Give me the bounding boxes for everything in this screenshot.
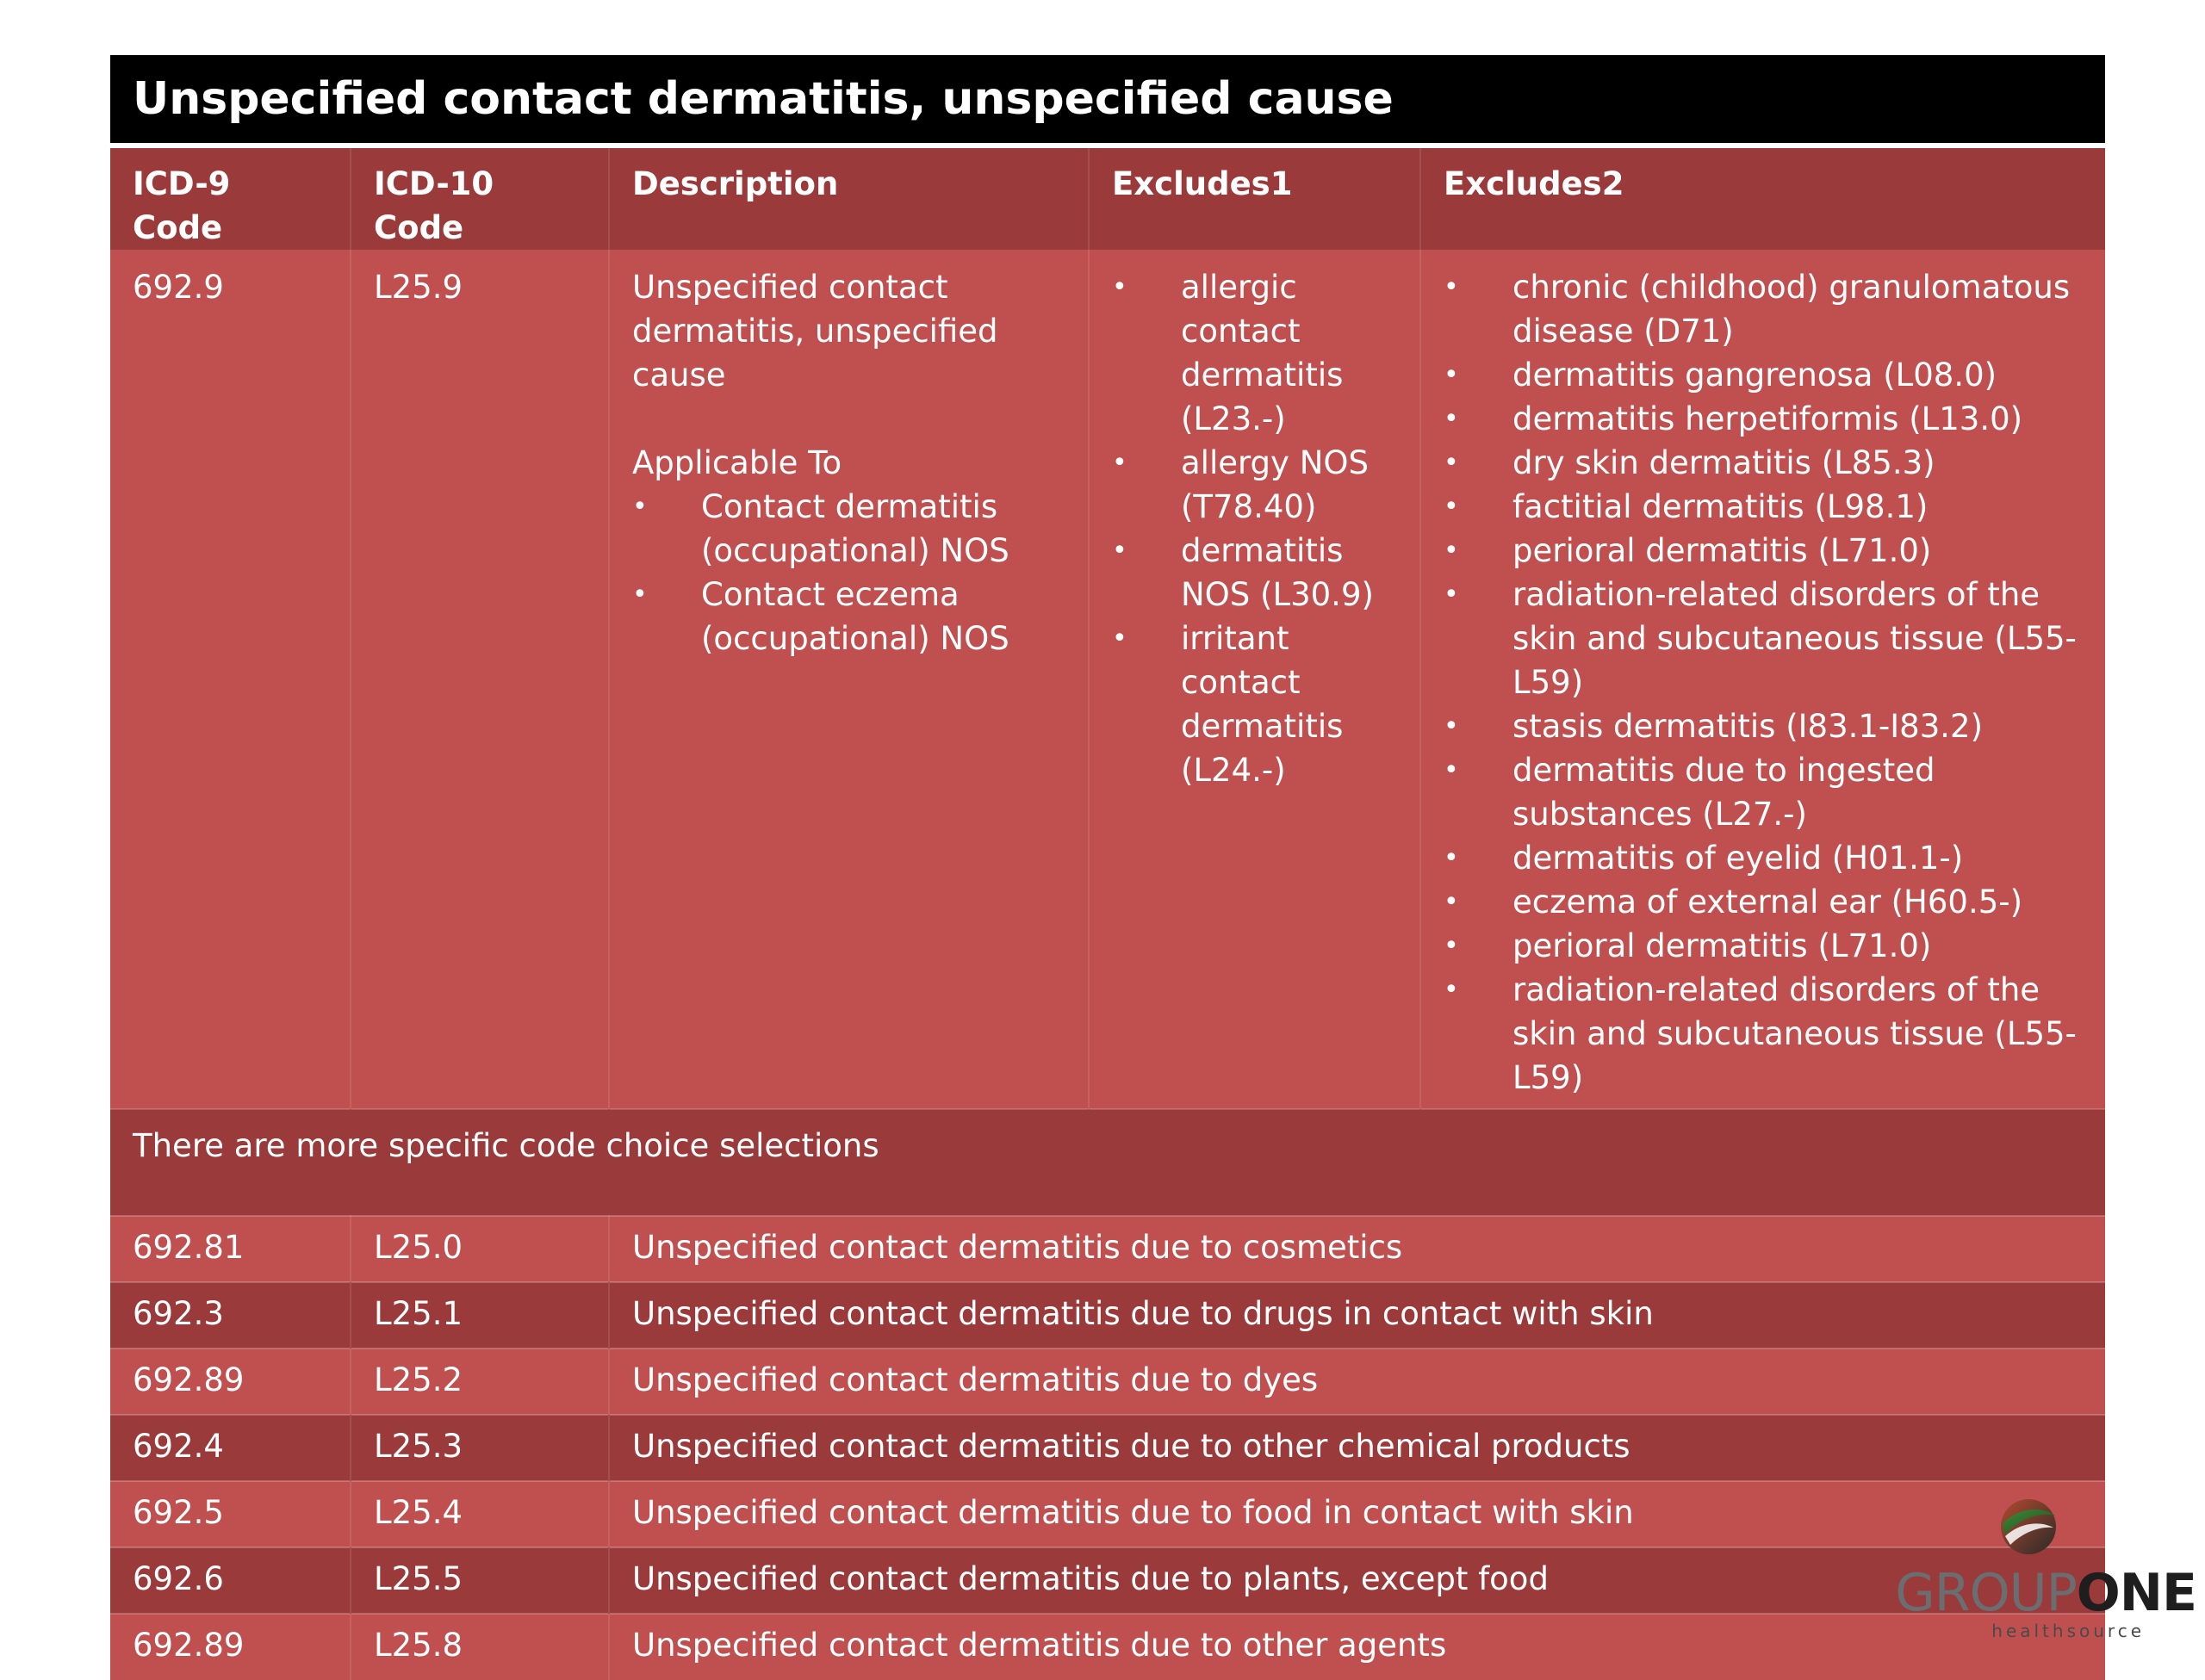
list-item: dermatitis gangrenosa (L08.0) — [1444, 353, 2083, 397]
logo-wordmark: GROUPONE — [1895, 1563, 2197, 1623]
applicable-label: Applicable To — [632, 444, 842, 481]
excludes2-list: chronic (childhood) granulomatous diseas… — [1444, 265, 2083, 1100]
row-description: Unspecified contact dermatitis due to pl… — [609, 1547, 2105, 1614]
list-item: dry skin dermatitis (L85.3) — [1444, 441, 2083, 485]
header-excludes2: Excludes2 — [1444, 165, 1624, 202]
list-item: radiation-related disorders of the skin … — [1444, 573, 2083, 704]
excludes1-cell: allergic contact dermatitis (L23.-) alle… — [1089, 250, 1421, 1109]
header-description: Description — [609, 148, 1090, 250]
list-item: Contact dermatitis (occupational) NOS — [632, 485, 1065, 573]
row-description: Unspecified contact dermatitis due to co… — [609, 1215, 2105, 1282]
row-icd10: L25.5 — [351, 1547, 610, 1614]
header-excludes1: Excludes1 — [1089, 148, 1421, 250]
table-row: 692.6 L25.5 Unspecified contact dermatit… — [110, 1547, 2105, 1614]
list-item: dermatitis due to ingested substances (L… — [1444, 748, 2083, 836]
main-description: Unspecified contact dermatitis, unspecif… — [632, 269, 998, 394]
row-description: Unspecified contact dermatitis due to dr… — [609, 1281, 2105, 1348]
list-item: allergy NOS (T78.40) — [1112, 441, 1397, 529]
divider — [110, 143, 2105, 148]
table-row: 692.89 L25.2 Unspecified contact dermati… — [110, 1348, 2105, 1415]
list-item: chronic (childhood) granulomatous diseas… — [1444, 265, 2083, 353]
header-icd9: ICD-9 Code — [110, 148, 351, 250]
row-icd9: 692.4 — [110, 1414, 351, 1481]
list-item: perioral dermatitis (L71.0) — [1444, 924, 2083, 968]
table-row: 692.3 L25.1 Unspecified contact dermatit… — [110, 1281, 2105, 1348]
excludes2-cell: chronic (childhood) granulomatous diseas… — [1420, 250, 2105, 1109]
row-icd10: L25.4 — [351, 1480, 610, 1547]
row-icd9: 692.5 — [110, 1480, 351, 1547]
main-icd9: 692.9 — [110, 250, 351, 1109]
table-row: 692.4 L25.3 Unspecified contact dermatit… — [110, 1414, 2105, 1481]
row-icd10: L25.1 — [351, 1281, 610, 1348]
row-description: Unspecified contact dermatitis due to ot… — [609, 1414, 2105, 1481]
note-text: There are more specific code choice sele… — [110, 1108, 2105, 1216]
table-row: 692.5 L25.4 Unspecified contact dermatit… — [110, 1480, 2105, 1547]
list-item: perioral dermatitis (L71.0) — [1444, 529, 2083, 573]
list-item: irritant contact dermatitis (L24.-) — [1112, 617, 1397, 792]
table-row: 692.81 L25.0 Unspecified contact dermati… — [110, 1215, 2105, 1282]
code-table: ICD-9 Code ICD-10 Code Description Exclu… — [110, 148, 2105, 1680]
row-description: Unspecified contact dermatitis due to fo… — [609, 1480, 2105, 1547]
groupone-logo: GROUPONE healthsource — [1852, 1497, 2197, 1641]
header-row: ICD-9 Code ICD-10 Code Description Exclu… — [110, 148, 2105, 250]
logo-mark-icon — [2001, 1499, 2056, 1554]
list-item: eczema of external ear (H60.5-) — [1444, 880, 2083, 924]
page-title: Unspecified contact dermatitis, unspecif… — [110, 55, 2105, 143]
row-icd10: L25.3 — [351, 1414, 610, 1481]
excludes1-list: allergic contact dermatitis (L23.-) alle… — [1112, 265, 1397, 792]
row-icd10: L25.8 — [351, 1613, 610, 1680]
list-item: dermatitis NOS (L30.9) — [1112, 529, 1397, 617]
list-item: dermatitis herpetiformis (L13.0) — [1444, 397, 2083, 441]
row-icd9: 692.89 — [110, 1348, 351, 1415]
list-item: Contact eczema (occupational) NOS — [632, 573, 1065, 660]
row-description: Unspecified contact dermatitis due to dy… — [609, 1348, 2105, 1415]
list-item: stasis dermatitis (I83.1-I83.2) — [1444, 704, 2083, 748]
row-icd9: 692.81 — [110, 1215, 351, 1282]
header-icd10: ICD-10 Code — [351, 148, 610, 250]
row-icd9: 692.3 — [110, 1281, 351, 1348]
row-icd9: 692.89 — [110, 1613, 351, 1680]
list-item: allergic contact dermatitis (L23.-) — [1112, 265, 1397, 441]
logo-tagline: healthsource — [1991, 1621, 2145, 1641]
row-icd9: 692.6 — [110, 1547, 351, 1614]
note-row: There are more specific code choice sele… — [110, 1108, 2105, 1216]
list-item: radiation-related disorders of the skin … — [1444, 968, 2083, 1100]
list-item: factitial dermatitis (L98.1) — [1444, 485, 2083, 529]
applicable-list: Contact dermatitis (occupational) NOS Co… — [632, 485, 1065, 660]
slide: Unspecified contact dermatitis, unspecif… — [110, 55, 2105, 1680]
row-icd10: L25.0 — [351, 1215, 610, 1282]
row-icd10: L25.2 — [351, 1348, 610, 1415]
main-icd10: L25.9 — [351, 250, 610, 1109]
main-code-row: 692.9 L25.9 Unspecified contact dermatit… — [110, 250, 2105, 1109]
table-row: 692.89 L25.8 Unspecified contact dermati… — [110, 1613, 2105, 1680]
list-item: dermatitis of eyelid (H01.1-) — [1444, 836, 2083, 880]
main-description-cell: Unspecified contact dermatitis, unspecif… — [609, 250, 1090, 1109]
